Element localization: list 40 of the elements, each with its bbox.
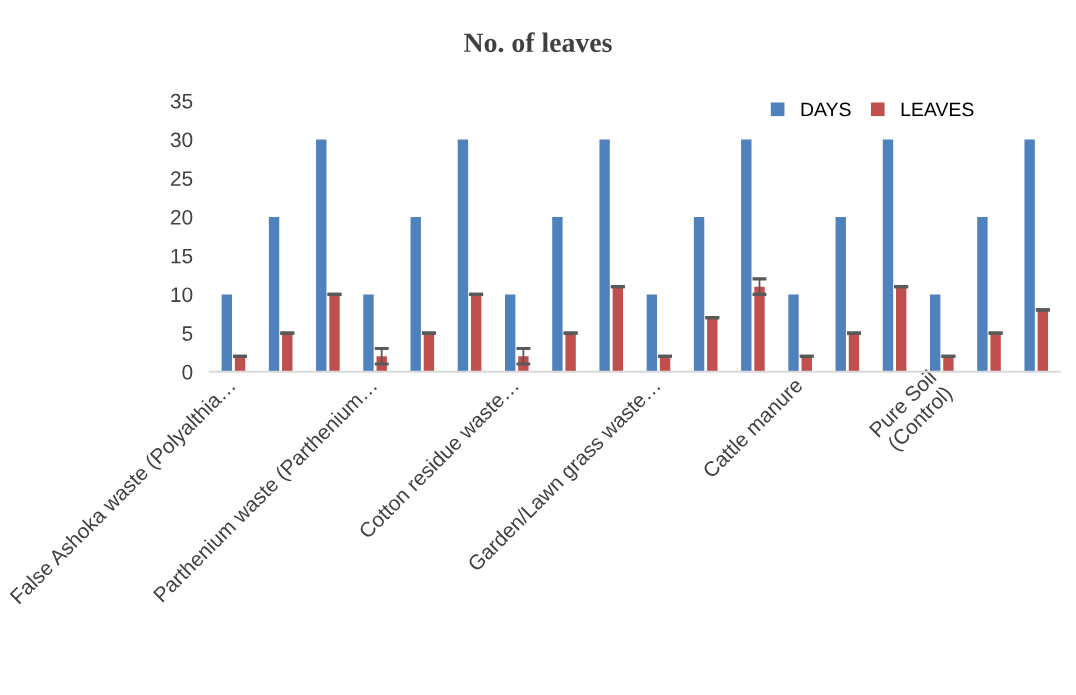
bar: [1024, 139, 1035, 372]
bar: [552, 216, 563, 372]
bar: [848, 333, 860, 372]
y-tick-label: 10: [171, 287, 193, 303]
bar: [316, 139, 327, 372]
bar: [882, 139, 894, 372]
bar: [363, 294, 374, 372]
bar: [504, 294, 516, 372]
bar: [990, 333, 1001, 372]
y-tick-label: 30: [170, 132, 193, 148]
legend-label: LEAVES: [901, 102, 974, 117]
bar: [741, 139, 752, 372]
y-tick-label: 20: [171, 209, 193, 225]
bar: [707, 317, 718, 372]
y-tick-label: 5: [182, 326, 193, 341]
bar: [895, 286, 907, 372]
bar: [754, 286, 765, 372]
y-tick-label: 15: [171, 248, 193, 264]
bar: [423, 333, 435, 372]
bar: [470, 294, 482, 372]
bar: [329, 294, 340, 372]
bar: [693, 216, 705, 372]
bar: [282, 333, 293, 372]
bar: [410, 216, 421, 372]
bar: [268, 216, 280, 372]
bar: [565, 333, 576, 372]
bar: [977, 216, 988, 372]
y-tick-label: 35: [170, 93, 193, 109]
bar: [221, 294, 233, 372]
bar: [612, 286, 624, 372]
bar: [788, 294, 799, 372]
bar: [1037, 309, 1049, 372]
bar: [646, 294, 658, 372]
legend-label: DAYS: [801, 102, 851, 117]
chart-title: No. of leaves: [464, 32, 612, 53]
bar: [835, 216, 846, 372]
y-tick-label: 0: [182, 364, 193, 380]
bar: [457, 139, 469, 372]
bar: [599, 139, 610, 372]
y-tick-label: 25: [171, 171, 193, 186]
